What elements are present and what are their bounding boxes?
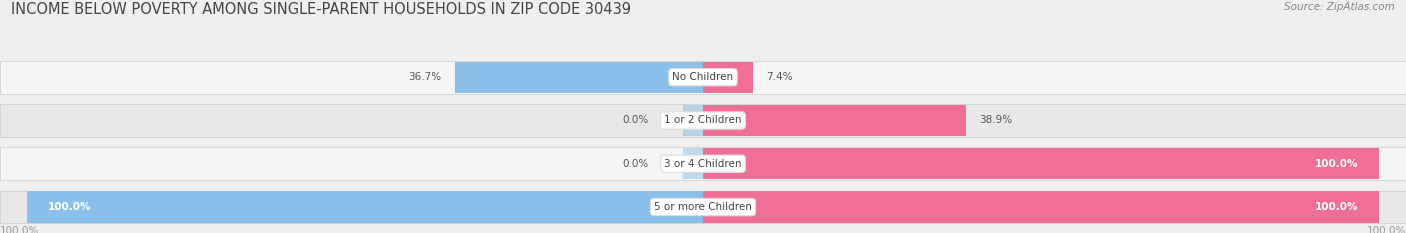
Bar — [703, 105, 966, 136]
Bar — [683, 148, 703, 179]
Bar — [703, 192, 1379, 223]
Bar — [0, 191, 1406, 223]
Text: 1 or 2 Children: 1 or 2 Children — [664, 116, 742, 126]
Text: INCOME BELOW POVERTY AMONG SINGLE-PARENT HOUSEHOLDS IN ZIP CODE 30439: INCOME BELOW POVERTY AMONG SINGLE-PARENT… — [11, 2, 631, 17]
Text: 100.0%: 100.0% — [0, 226, 39, 233]
Bar — [0, 61, 1406, 94]
Bar — [27, 192, 703, 223]
Bar — [703, 148, 1379, 179]
Text: 38.9%: 38.9% — [980, 116, 1012, 126]
Text: 36.7%: 36.7% — [408, 72, 441, 82]
Text: 100.0%: 100.0% — [1315, 159, 1358, 169]
Text: 0.0%: 0.0% — [623, 159, 650, 169]
Text: 100.0%: 100.0% — [1315, 202, 1358, 212]
Text: 0.0%: 0.0% — [623, 116, 650, 126]
Text: No Children: No Children — [672, 72, 734, 82]
Bar — [683, 105, 703, 136]
Text: 3 or 4 Children: 3 or 4 Children — [664, 159, 742, 169]
Text: 7.4%: 7.4% — [766, 72, 793, 82]
Bar — [456, 62, 703, 93]
Text: 100.0%: 100.0% — [1367, 226, 1406, 233]
Text: 5 or more Children: 5 or more Children — [654, 202, 752, 212]
Bar — [703, 62, 754, 93]
Bar — [0, 104, 1406, 137]
Text: Source: ZipAtlas.com: Source: ZipAtlas.com — [1284, 2, 1395, 12]
Text: 100.0%: 100.0% — [48, 202, 91, 212]
Bar — [0, 147, 1406, 180]
